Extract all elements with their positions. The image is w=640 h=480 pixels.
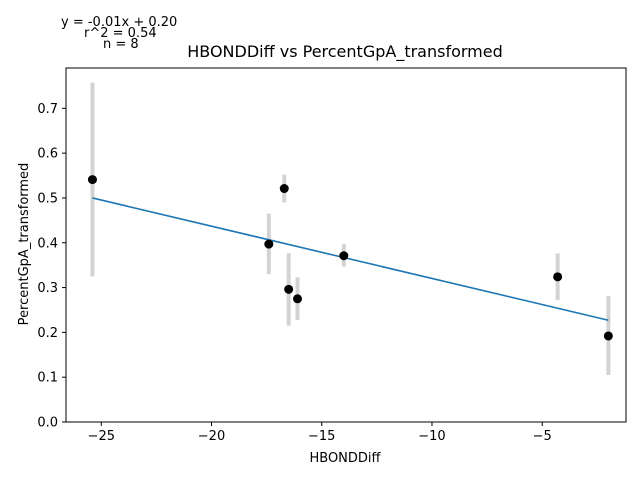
y-tick-label-6: 0.6 — [37, 147, 58, 162]
x-axis-label: HBONDDiff — [309, 451, 381, 466]
data-point-6 — [553, 272, 563, 282]
sample-size-annotation: n = 8 — [103, 37, 139, 52]
y-tick-label-5: 0.5 — [37, 191, 58, 206]
data-point-1 — [264, 239, 274, 249]
data-point-7 — [603, 331, 613, 341]
y-tick-label-1: 0.1 — [37, 371, 58, 386]
fit-line — [92, 197, 609, 322]
y-tick-label-3: 0.3 — [37, 281, 58, 296]
y-tick-label-0: 0.0 — [37, 416, 58, 431]
y-axis-label: PercentGpA_transformed — [17, 163, 32, 326]
data-point-3 — [284, 284, 294, 294]
x-tick-label-0: −25 — [88, 429, 115, 444]
y-tick-label-4: 0.4 — [37, 236, 58, 251]
data-point-5 — [339, 251, 349, 261]
y-tick-label-7: 0.7 — [37, 102, 58, 117]
plot-frame — [65, 67, 627, 423]
chart-title: HBONDDiff vs PercentGpA_transformed — [187, 42, 503, 62]
x-tick-label-1: −20 — [198, 429, 225, 444]
data-point-4 — [292, 294, 302, 304]
x-tick-label-3: −10 — [418, 429, 445, 444]
equation-annotation: y = -0.01x + 0.20 — [61, 15, 177, 30]
data-point-2 — [279, 184, 289, 194]
r-squared-annotation: r^2 = 0.54 — [84, 26, 157, 41]
x-tick-label-4: −5 — [533, 429, 552, 444]
data-point-0 — [87, 175, 97, 185]
x-tick-label-2: −15 — [308, 429, 335, 444]
y-tick-label-2: 0.2 — [37, 326, 58, 341]
